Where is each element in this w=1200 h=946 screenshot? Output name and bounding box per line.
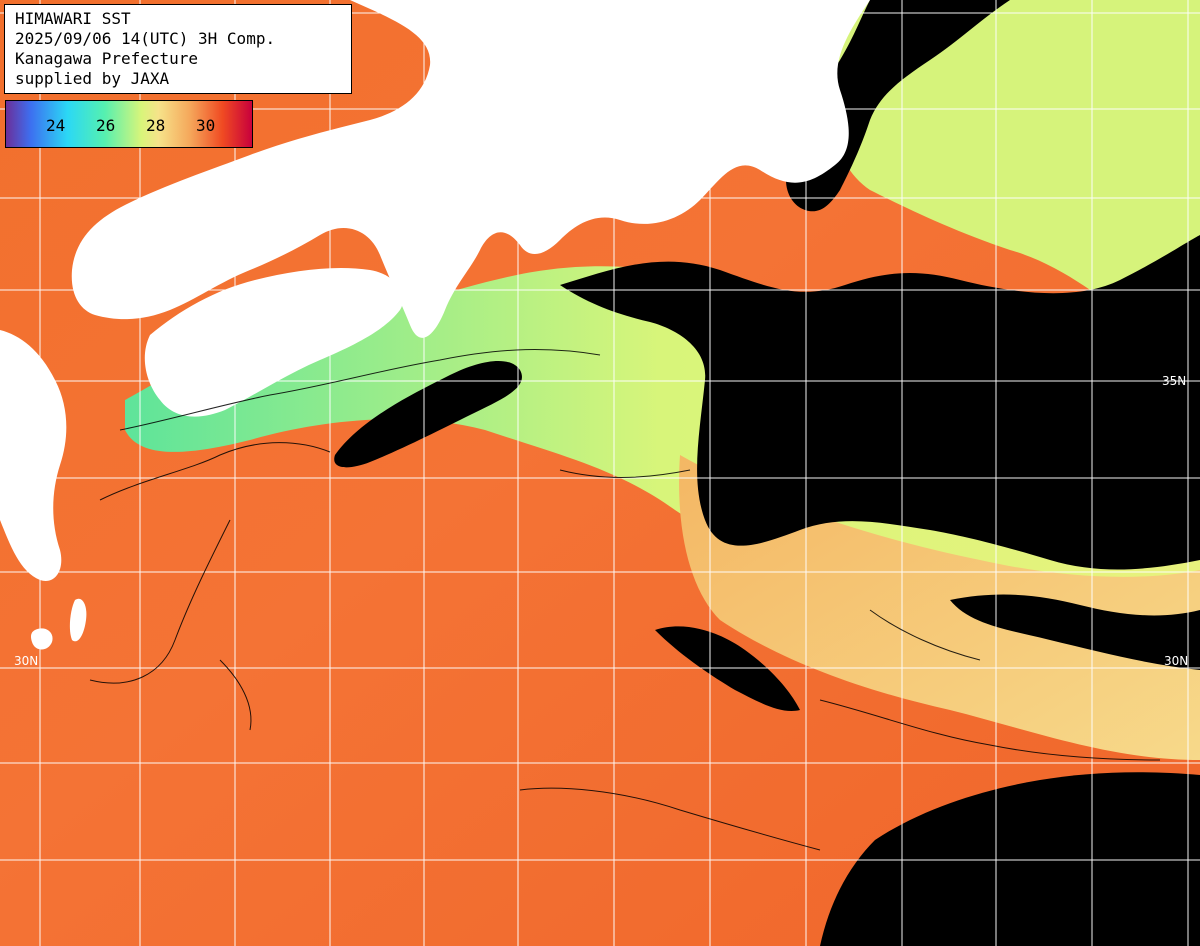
lat-label-35n-right: 35N — [1162, 374, 1187, 388]
land-island-small — [31, 628, 53, 650]
legend-label-24: 24 — [46, 116, 66, 135]
title-line-1: HIMAWARI SST — [15, 9, 131, 28]
cloud-mass-southeast — [820, 772, 1200, 946]
title-line-4: supplied by JAXA — [15, 69, 170, 88]
legend-label-26: 26 — [96, 116, 116, 135]
legend-label-30: 30 — [196, 116, 216, 135]
land-kyushu — [0, 330, 67, 581]
title-line-3: Kanagawa Prefecture — [15, 49, 199, 68]
cloud-patch-lower-east — [950, 594, 1200, 670]
lat-label-30n-left: 30N — [14, 654, 39, 668]
land-japan-main — [71, 0, 871, 338]
cloud-patch-south-center — [655, 626, 800, 711]
legend-label-28: 28 — [146, 116, 166, 135]
land-shikoku — [144, 268, 404, 417]
cloud-mass-north — [785, 0, 1010, 212]
sst-contours — [89, 349, 1161, 851]
color-legend: 24 26 28 30 — [5, 100, 253, 148]
cloud-mass-east — [560, 235, 1200, 570]
cool-sea-northeast — [820, 0, 1200, 360]
land-island-south — [69, 598, 87, 642]
lat-label-30n-right: 30N — [1164, 654, 1189, 668]
title-line-2: 2025/09/06 14(UTC) 3H Comp. — [15, 29, 276, 48]
title-box: HIMAWARI SST 2025/09/06 14(UTC) 3H Comp.… — [4, 4, 352, 94]
cloud-patch-center — [334, 360, 522, 468]
amber-sea-band — [679, 455, 1200, 760]
land-island-peninsula — [475, 160, 498, 189]
